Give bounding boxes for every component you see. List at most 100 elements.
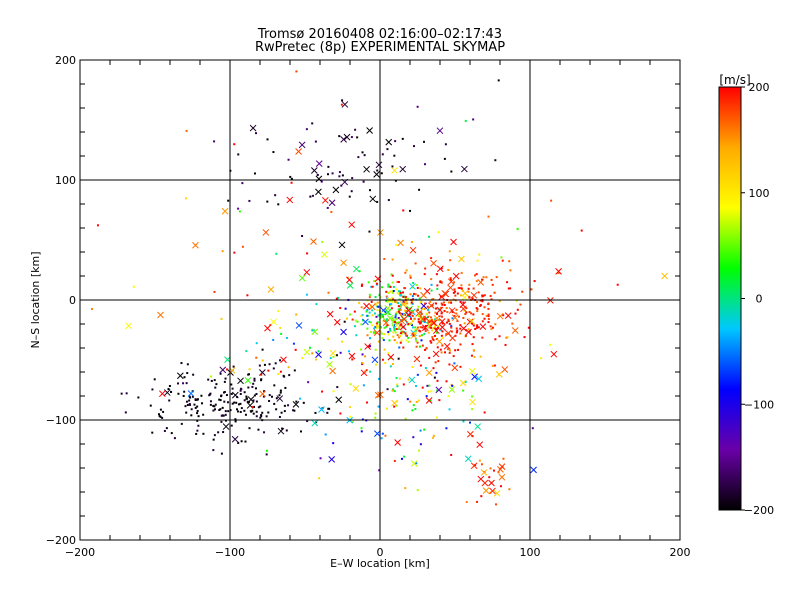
data-point-dot: [188, 399, 191, 402]
data-point-dot: [213, 434, 216, 437]
data-point-dot: [394, 324, 397, 327]
data-point-cross: [346, 282, 354, 289]
data-point-dot: [405, 334, 408, 337]
data-point-dot: [474, 327, 477, 330]
data-point-dot: [441, 303, 444, 306]
data-point-cross: [461, 294, 468, 301]
data-point-dot: [419, 301, 422, 304]
data-point-dot: [343, 320, 346, 323]
data-point-dot: [263, 390, 266, 393]
data-point-dot: [487, 315, 490, 318]
data-point-cross: [328, 199, 336, 207]
data-point-dot: [412, 332, 415, 335]
data-point-cross: [477, 279, 485, 286]
data-point-cross: [298, 141, 306, 149]
data-point-dot: [252, 412, 255, 415]
data-point-dot: [508, 488, 511, 491]
data-point-dot: [435, 273, 438, 276]
data-point-dot: [369, 370, 372, 373]
data-point-dot: [339, 412, 342, 415]
data-point-dot: [500, 256, 503, 259]
data-point-dot: [427, 331, 430, 334]
data-point-dot: [472, 287, 475, 290]
data-point-dot: [380, 437, 383, 440]
data-point-dot: [221, 250, 224, 253]
data-point-cross: [443, 342, 451, 350]
data-point-dot: [403, 295, 406, 298]
data-point-dot: [305, 293, 308, 296]
data-point-dot: [399, 324, 402, 327]
data-point-dot: [265, 453, 268, 456]
data-point-dot: [549, 343, 552, 346]
data-point-dot: [399, 341, 402, 344]
data-point-dot: [418, 335, 421, 338]
data-point-dot: [255, 410, 258, 413]
data-point-dot: [396, 311, 399, 314]
data-point-cross: [259, 390, 266, 398]
data-point-dot: [459, 327, 462, 330]
x-tick-label: 200: [670, 546, 691, 559]
data-point-dot: [396, 334, 399, 337]
data-point-dot: [463, 309, 466, 312]
data-point-cross: [433, 314, 441, 322]
data-point-dot: [399, 332, 402, 335]
data-point-dot: [395, 404, 398, 407]
colorbar-tick-labels: 200 100 0 −100 −200: [741, 81, 774, 517]
data-point-dot: [394, 321, 397, 324]
data-point-dot: [398, 346, 401, 349]
data-point-dot: [338, 171, 341, 174]
data-point-dot: [361, 283, 364, 286]
data-point-dot: [397, 310, 400, 313]
data-point-dot: [368, 230, 371, 233]
data-point-dot: [459, 332, 462, 335]
data-point-dot: [468, 421, 471, 424]
data-point-dot: [376, 169, 379, 172]
data-point-dot: [413, 332, 416, 335]
data-point-dot: [239, 389, 242, 392]
data-point-dot: [375, 315, 378, 318]
data-point-dot: [429, 300, 432, 303]
data-point-dot: [391, 317, 394, 320]
data-point-dot: [376, 326, 379, 329]
data-point-dot: [432, 367, 435, 370]
data-point-dot: [255, 400, 258, 403]
data-point-dot: [435, 327, 438, 330]
data-point-dot: [409, 293, 412, 296]
data-point-cross: [264, 324, 271, 332]
data-point-dot: [393, 323, 396, 326]
data-point-dot: [468, 295, 471, 298]
data-point-dot: [361, 151, 364, 154]
data-point-dot: [477, 326, 480, 329]
data-point-dot: [279, 359, 282, 362]
data-point-dot: [91, 308, 94, 311]
data-point-cross: [338, 241, 346, 249]
data-point-dot: [354, 128, 357, 131]
data-point-dot: [353, 310, 356, 313]
data-point-dot: [396, 292, 399, 295]
data-point-dot: [434, 307, 437, 310]
data-point-cross: [231, 391, 239, 399]
data-point-dot: [385, 325, 388, 328]
data-point-dot: [270, 395, 273, 398]
data-point-dot: [420, 339, 423, 342]
axis-tick-labels: −200 −100 0 100 200 −200 −100 0 100 200: [46, 54, 691, 559]
data-point-dot: [511, 322, 514, 325]
data-point-dot: [374, 416, 377, 419]
data-point-dot: [419, 364, 422, 367]
x-tick-label: 100: [520, 546, 541, 559]
data-point-dot: [388, 303, 391, 306]
data-point-dot: [267, 411, 270, 414]
data-point-dot: [485, 314, 488, 317]
data-point-cross: [231, 435, 239, 443]
data-point-dot: [455, 312, 458, 315]
data-point-dot: [366, 327, 369, 330]
data-point-dot: [340, 184, 343, 187]
data-point-dot: [392, 285, 395, 288]
data-point-dot: [391, 258, 394, 261]
data-point-dot: [424, 324, 427, 327]
data-point-dot: [341, 99, 344, 102]
data-point-dot: [384, 361, 387, 364]
data-point-dot: [331, 172, 334, 175]
data-point-dot: [253, 394, 256, 397]
data-point-dot: [440, 329, 443, 332]
